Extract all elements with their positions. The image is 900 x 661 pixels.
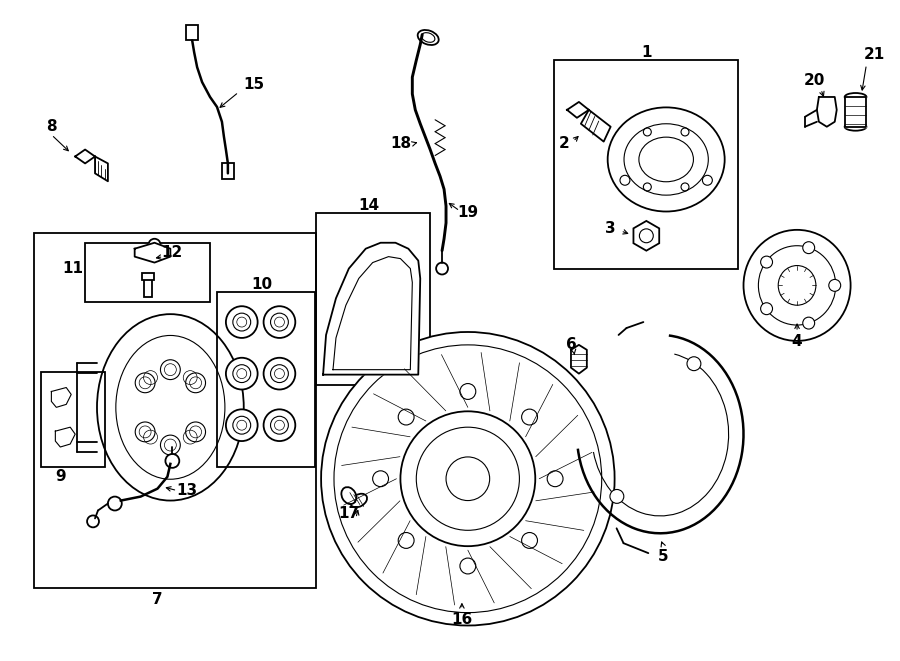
Text: 14: 14 <box>358 198 379 213</box>
Circle shape <box>547 471 563 486</box>
Circle shape <box>460 558 476 574</box>
Bar <box>554 60 738 268</box>
Circle shape <box>803 317 815 329</box>
Circle shape <box>436 262 448 274</box>
Circle shape <box>264 306 295 338</box>
Text: 1: 1 <box>641 45 652 60</box>
Polygon shape <box>76 149 95 163</box>
Polygon shape <box>55 427 76 447</box>
Circle shape <box>373 471 389 486</box>
Polygon shape <box>571 345 587 373</box>
Text: 13: 13 <box>176 483 198 498</box>
Polygon shape <box>817 97 837 127</box>
Circle shape <box>108 496 122 510</box>
Ellipse shape <box>341 487 356 504</box>
Circle shape <box>610 489 624 503</box>
Circle shape <box>226 306 257 338</box>
Polygon shape <box>567 102 589 118</box>
Bar <box>86 243 210 302</box>
Polygon shape <box>323 243 420 375</box>
Circle shape <box>760 256 772 268</box>
Ellipse shape <box>845 123 867 131</box>
Text: 2: 2 <box>559 136 570 151</box>
Bar <box>141 274 154 280</box>
Text: 17: 17 <box>338 506 359 521</box>
Text: 6: 6 <box>565 337 576 352</box>
Polygon shape <box>95 157 108 181</box>
Bar <box>33 233 316 588</box>
Circle shape <box>321 332 615 625</box>
Bar <box>316 213 430 385</box>
Circle shape <box>264 409 295 441</box>
Text: 4: 4 <box>792 334 803 350</box>
Circle shape <box>398 409 414 425</box>
Ellipse shape <box>97 314 244 500</box>
Polygon shape <box>845 97 867 127</box>
Circle shape <box>829 280 841 292</box>
Circle shape <box>87 516 99 527</box>
Circle shape <box>148 239 160 251</box>
Circle shape <box>226 358 257 389</box>
Text: 8: 8 <box>46 119 57 134</box>
Circle shape <box>460 383 476 399</box>
Polygon shape <box>51 387 71 407</box>
Text: 21: 21 <box>864 47 885 62</box>
Text: 3: 3 <box>606 221 616 237</box>
Circle shape <box>226 409 257 441</box>
Circle shape <box>760 303 772 315</box>
Bar <box>217 292 315 467</box>
Text: 18: 18 <box>390 136 411 151</box>
Text: 12: 12 <box>162 245 183 260</box>
Bar <box>186 24 198 40</box>
Text: 15: 15 <box>243 77 265 92</box>
Text: 11: 11 <box>63 261 84 276</box>
Ellipse shape <box>743 230 850 341</box>
Text: 10: 10 <box>251 277 272 292</box>
Circle shape <box>264 358 295 389</box>
Circle shape <box>398 533 414 549</box>
Circle shape <box>166 454 179 468</box>
Text: 9: 9 <box>55 469 66 485</box>
Circle shape <box>803 242 815 254</box>
Ellipse shape <box>845 93 867 101</box>
Polygon shape <box>580 110 610 141</box>
Ellipse shape <box>350 494 367 508</box>
Text: 5: 5 <box>658 549 669 564</box>
Bar <box>41 371 105 467</box>
Text: 7: 7 <box>152 592 163 607</box>
Circle shape <box>687 357 701 371</box>
Bar <box>222 163 234 179</box>
Text: 16: 16 <box>451 612 472 627</box>
Text: 19: 19 <box>457 206 479 221</box>
Text: 20: 20 <box>805 73 825 88</box>
Circle shape <box>522 409 537 425</box>
Bar <box>144 280 151 297</box>
Polygon shape <box>135 243 170 262</box>
Circle shape <box>522 533 537 549</box>
